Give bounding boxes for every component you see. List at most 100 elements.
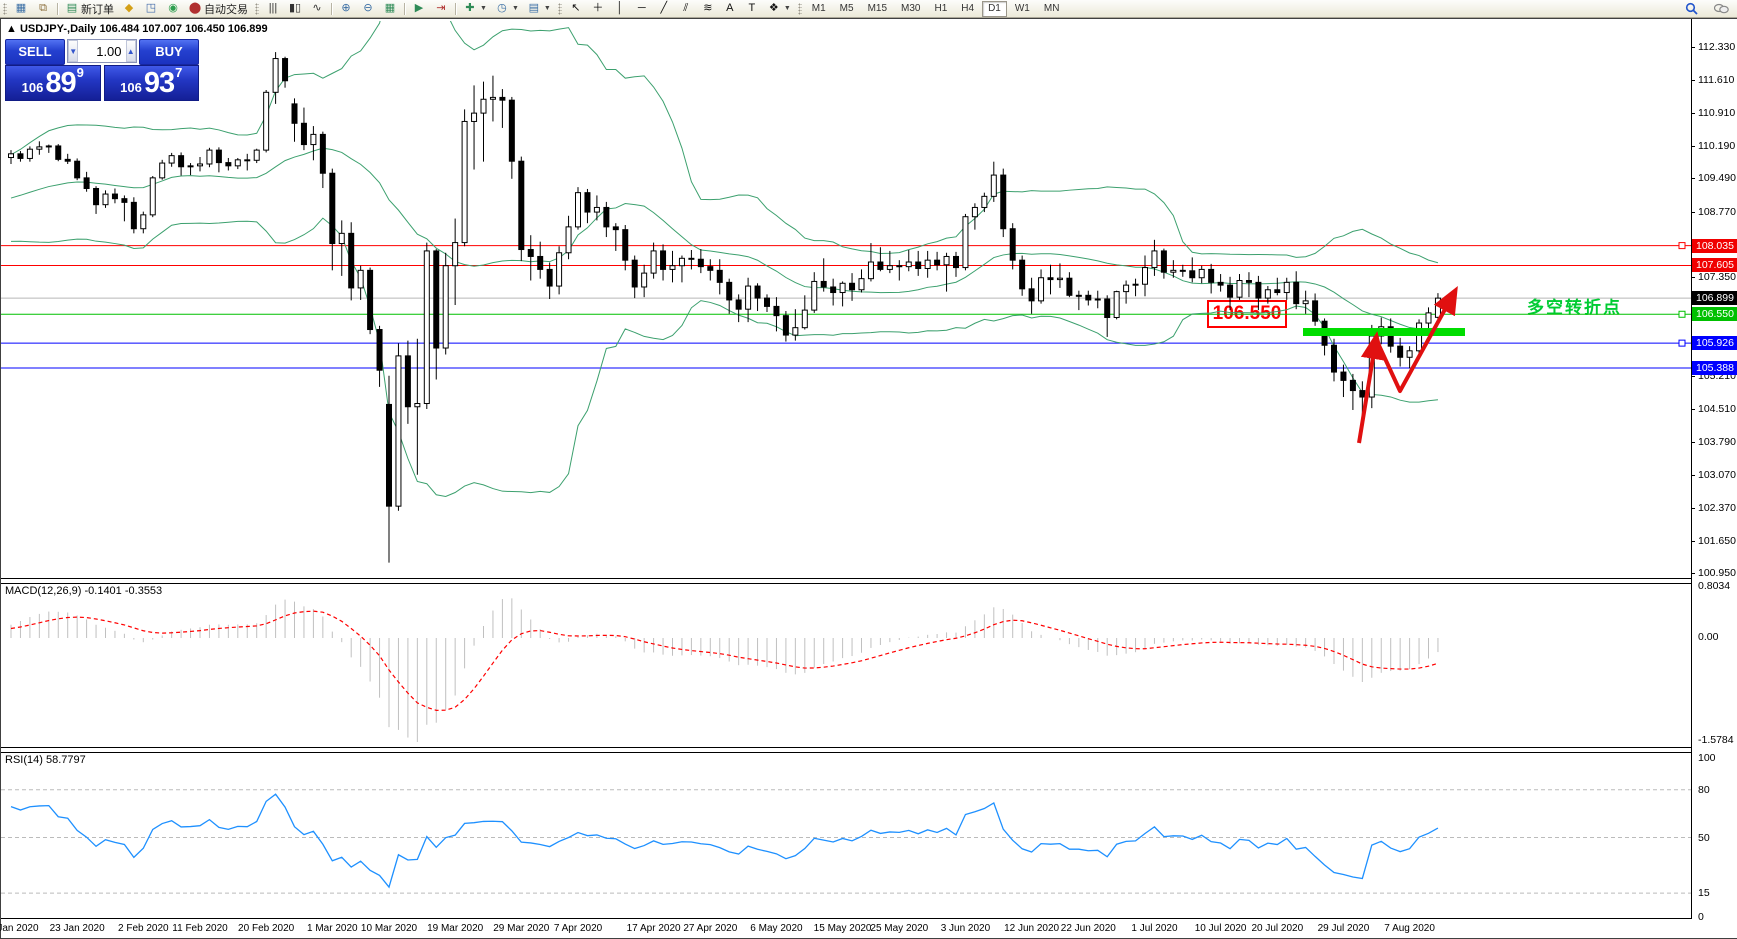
- buy-button[interactable]: BUY: [139, 39, 199, 65]
- autotrading-button[interactable]: ⬤ 自动交易: [184, 0, 252, 17]
- tile-windows-button[interactable]: ▦: [379, 0, 401, 17]
- chevron-down-icon[interactable]: ▼: [480, 5, 487, 12]
- candle-body: [263, 91, 270, 151]
- candle-body: [1151, 250, 1158, 269]
- signal-button[interactable]: ◉: [162, 0, 184, 17]
- price-tick-mark: [1691, 507, 1695, 509]
- sell-button[interactable]: SELL: [5, 39, 65, 65]
- line-chart-button[interactable]: ∿: [306, 0, 328, 17]
- candle-body: [149, 177, 156, 216]
- candle-body: [1397, 345, 1404, 358]
- candle-body: [130, 201, 137, 230]
- candle-body: [1406, 350, 1413, 358]
- fibonacci-button[interactable]: ≋: [697, 0, 719, 17]
- bar-chart-button[interactable]: |||: [262, 0, 284, 17]
- arrows-button[interactable]: ❖ ▼: [763, 0, 795, 17]
- price-tick-mark: [1691, 475, 1695, 477]
- candle-body: [348, 232, 355, 289]
- hline-handle[interactable]: [1678, 310, 1686, 318]
- price-tick-mark: [1691, 211, 1695, 213]
- buy-price-tile[interactable]: 106 93 7: [103, 65, 199, 101]
- zoom-in-button[interactable]: ⊕: [335, 0, 357, 17]
- candle-body: [764, 297, 770, 307]
- candle-body: [697, 258, 704, 268]
- trend-arrow-up-2[interactable]: [1374, 285, 1458, 393]
- candle-body: [801, 309, 808, 329]
- candle-body: [660, 250, 667, 270]
- timeframe-mn[interactable]: MN: [1043, 2, 1060, 14]
- date-axis-label: 17 Apr 2020: [626, 923, 681, 934]
- candle-body: [962, 216, 969, 269]
- candle-body: [319, 133, 326, 174]
- candle-body: [102, 193, 109, 206]
- macd-indicator-label: MACD(12,26,9) -0.1401 -0.3553: [5, 585, 163, 597]
- bar-chart-icon: |||: [268, 1, 278, 14]
- new-chart-button[interactable]: ▦: [10, 0, 32, 17]
- hline-handle[interactable]: [1678, 339, 1686, 347]
- timeframe-h1[interactable]: H1: [934, 2, 948, 14]
- candlestick-button[interactable]: ▮▯: [284, 0, 306, 17]
- equidistant-channel-button[interactable]: ⫽: [675, 0, 697, 17]
- auto-scroll-button[interactable]: ▶: [408, 0, 430, 17]
- candle-body: [1387, 326, 1394, 347]
- vertical-line-button[interactable]: │: [609, 0, 631, 17]
- candle-body: [971, 206, 978, 218]
- new-order-icon: ▤: [66, 1, 78, 14]
- price-badge-106.899: 106.899: [1692, 291, 1737, 306]
- candle-body: [1274, 289, 1281, 294]
- timeframe-m15[interactable]: M15: [867, 2, 888, 14]
- search-icon[interactable]: [1681, 0, 1702, 17]
- price-badge-105.388: 105.388: [1692, 360, 1737, 375]
- date-axis-label: 1 Mar 2020: [307, 923, 358, 934]
- volume-increase-button[interactable]: ▲: [125, 40, 136, 62]
- symbol-period-label: USDJPY-,Daily: [19, 23, 97, 35]
- trendline-button[interactable]: ╱: [653, 0, 675, 17]
- volume-input[interactable]: [78, 40, 126, 62]
- price-badge-105.926: 105.926: [1692, 336, 1737, 351]
- zoom-out-button[interactable]: ⊖: [357, 0, 379, 17]
- support-highlight-bar[interactable]: [1303, 328, 1465, 336]
- candle-body: [168, 155, 175, 164]
- new-order-button[interactable]: ▤ 新订单: [61, 0, 118, 17]
- cursor-button[interactable]: ↖: [565, 0, 587, 17]
- chart-profiles-button[interactable]: ⧉: [32, 0, 54, 17]
- chevron-down-icon[interactable]: ▼: [511, 5, 519, 12]
- chevron-down-icon[interactable]: ▼: [543, 5, 551, 12]
- pane-separator-rsi[interactable]: [1, 747, 1692, 753]
- trend-arrow-up-1[interactable]: [1357, 331, 1385, 444]
- candle-body: [489, 96, 496, 100]
- chat-icon[interactable]: [1710, 0, 1733, 17]
- navigator-button[interactable]: ◳: [140, 0, 162, 17]
- turning-point-annotation[interactable]: 多空转折点: [1527, 298, 1622, 317]
- indicators-add-button[interactable]: ✚ ▼: [459, 0, 491, 17]
- sell-price-tile[interactable]: 106 89 9: [5, 65, 101, 101]
- chevron-down-icon[interactable]: ▼: [783, 5, 791, 12]
- timeframe-m1[interactable]: M1: [811, 2, 826, 14]
- deposit-icon: ◆: [124, 1, 134, 14]
- hline-handle[interactable]: [1678, 242, 1686, 250]
- text-button[interactable]: A: [719, 0, 741, 17]
- periods-button[interactable]: ◷ ▼: [491, 0, 523, 17]
- timeframe-h4[interactable]: H4: [961, 2, 975, 14]
- timeframe-m5[interactable]: M5: [839, 2, 854, 14]
- price-tick-mark: [1691, 47, 1695, 48]
- date-axis-label: 10 Mar 2020: [360, 923, 418, 934]
- horizontal-line-button[interactable]: ─: [631, 0, 653, 17]
- chart-shift-button[interactable]: ⇥: [430, 0, 452, 17]
- templates-button[interactable]: ▤ ▼: [523, 0, 555, 17]
- vertical-line-icon: │: [616, 1, 624, 14]
- candle-body: [1198, 268, 1205, 279]
- timeframe-m30[interactable]: M30: [901, 2, 921, 14]
- chart-title: ▲ USDJPY-,Daily 106.484 107.007 106.450 …: [6, 23, 268, 35]
- text-label-button[interactable]: T: [741, 0, 763, 17]
- candle-body: [953, 255, 959, 269]
- timeframe-d1[interactable]: D1: [982, 0, 1007, 17]
- candle-body: [839, 282, 846, 294]
- candle-body: [45, 145, 52, 148]
- price-badge-107.605: 107.605: [1692, 258, 1737, 273]
- pane-separator-macd[interactable]: [1, 578, 1692, 584]
- crosshair-button[interactable]: ＋: [587, 0, 609, 17]
- volume-decrease-button[interactable]: ▼: [68, 40, 79, 62]
- timeframe-w1[interactable]: W1: [1014, 2, 1030, 14]
- deposit-button[interactable]: ◆: [118, 0, 140, 17]
